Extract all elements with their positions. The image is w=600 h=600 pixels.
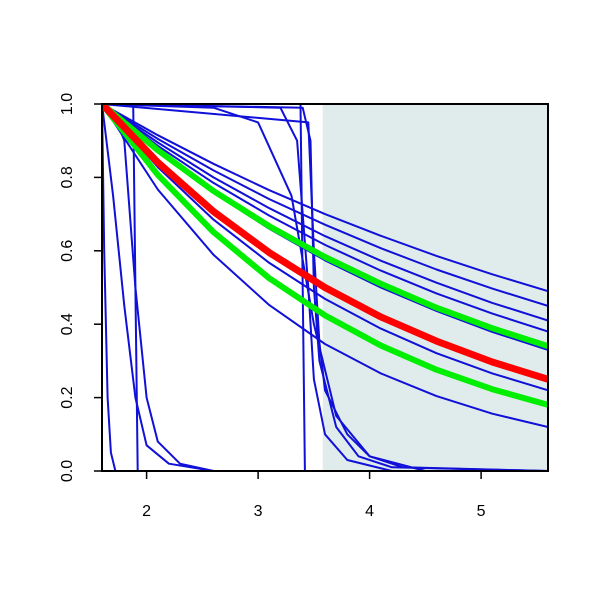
series-line — [102, 104, 548, 471]
x-tick-label: 5 — [477, 503, 486, 520]
series-line — [102, 104, 548, 333]
y-tick-label: 0.8 — [59, 166, 76, 188]
series-line — [102, 104, 548, 383]
series-line — [102, 104, 548, 471]
y-tick-label: 0.0 — [59, 460, 76, 482]
series-line — [102, 104, 548, 322]
series-line — [102, 104, 548, 428]
series-line — [102, 104, 548, 293]
series-line — [102, 104, 548, 408]
shaded-region — [322, 104, 548, 471]
x-tick-label: 3 — [254, 503, 263, 520]
plot-frame — [101, 103, 549, 472]
series-line — [102, 104, 548, 471]
series-line — [102, 104, 548, 350]
y-tick-label: 1.0 — [59, 93, 76, 115]
series-line — [102, 104, 281, 471]
x-tick-label: 2 — [142, 503, 151, 520]
series-line — [102, 104, 548, 307]
y-tick-label: 0.2 — [59, 386, 76, 408]
series-line — [102, 104, 548, 471]
series-line — [102, 104, 548, 471]
series-line — [102, 104, 548, 392]
x-tick-label: 4 — [365, 503, 374, 520]
y-tick-label: 0.4 — [59, 313, 76, 335]
series-line — [102, 104, 548, 471]
y-tick-label: 0.6 — [59, 240, 76, 262]
